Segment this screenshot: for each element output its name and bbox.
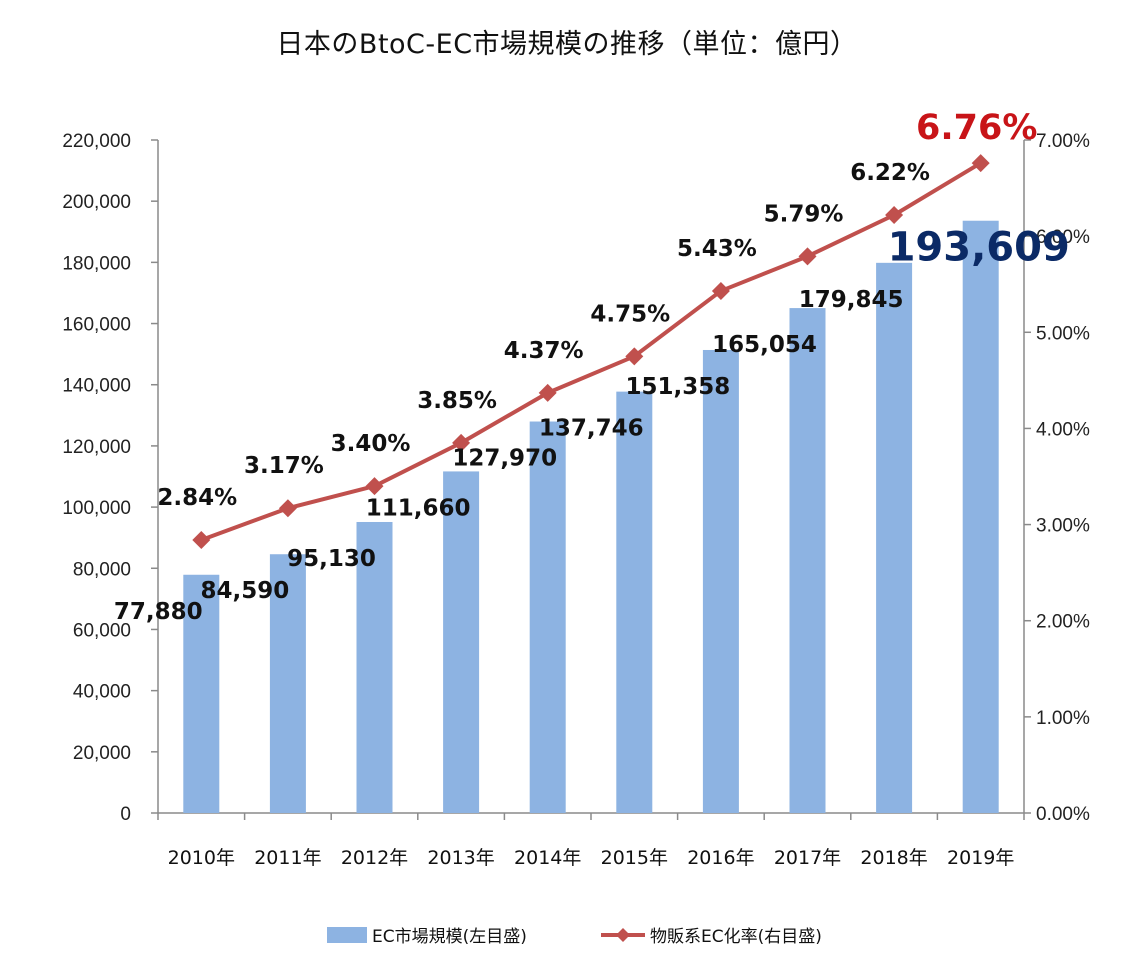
y-left-tick-label: 120,000 xyxy=(62,437,131,458)
line-point xyxy=(192,530,211,549)
y-left-tick-label: 80,000 xyxy=(73,559,131,580)
x-tick-label: 2018年 xyxy=(860,847,927,869)
x-tick-label: 2013年 xyxy=(427,847,494,869)
line-value-label: 4.37% xyxy=(504,338,584,364)
y-left-tick-label: 200,000 xyxy=(62,192,131,213)
bar xyxy=(529,421,566,813)
bar xyxy=(962,220,999,813)
bar-value-label: 165,054 xyxy=(712,332,817,358)
line-point xyxy=(625,347,644,366)
line-point xyxy=(971,154,990,173)
y-right-tick-label: 6.00% xyxy=(1036,227,1090,248)
line-point xyxy=(278,499,297,518)
line-point xyxy=(452,433,471,452)
line-path xyxy=(200,161,982,542)
y-right-tick-label: 5.00% xyxy=(1036,323,1090,344)
x-tick-label: 2019年 xyxy=(947,847,1014,869)
y-right-tick-label: 2.00% xyxy=(1036,612,1090,633)
x-tick-label: 2017年 xyxy=(774,847,841,869)
y-left-tick-label: 160,000 xyxy=(62,315,131,336)
bar-value-label: 111,660 xyxy=(366,495,471,521)
y-left-tick-label: 220,000 xyxy=(62,131,131,152)
bar xyxy=(702,349,739,813)
x-tick-label: 2011年 xyxy=(254,847,321,869)
legend-label-bar: EC市場規模(左目盛) xyxy=(372,927,527,947)
y-right-tick-label: 0.00% xyxy=(1036,804,1090,825)
y-left-tick-label: 140,000 xyxy=(62,376,131,397)
legend-label-line: 物販系EC化率(右目盛) xyxy=(650,927,822,947)
x-tick-label: 2016年 xyxy=(687,847,754,869)
chart-title: 日本のBtoC-EC市場規模の推移（単位：億円） xyxy=(276,29,858,60)
bar-series xyxy=(183,220,999,814)
line-value-label: 4.75% xyxy=(590,301,670,327)
line-value-label: 3.17% xyxy=(244,453,324,479)
bar-value-label: 193,609 xyxy=(888,225,1070,271)
y-left-tick-label: 20,000 xyxy=(73,743,131,764)
bar xyxy=(183,574,220,813)
bar xyxy=(876,262,913,814)
bar-value-label: 127,970 xyxy=(452,446,557,472)
bar xyxy=(269,554,306,813)
line-series xyxy=(192,154,990,549)
line-value-label: 6.22% xyxy=(850,160,930,186)
y-right-tick-label: 1.00% xyxy=(1036,708,1090,729)
bar-value-label: 151,358 xyxy=(626,374,731,400)
line-value-label: 3.85% xyxy=(417,388,497,414)
bar-value-label: 77,880 xyxy=(114,599,203,625)
y-left-tick-label: 100,000 xyxy=(62,498,131,519)
bar-value-label: 95,130 xyxy=(287,546,376,572)
line-value-label: 2.84% xyxy=(157,485,237,511)
line-value-label: 5.43% xyxy=(677,236,757,262)
bar xyxy=(616,391,653,813)
line-point xyxy=(798,247,817,266)
y-left-tick-label: 40,000 xyxy=(73,682,131,703)
bar xyxy=(789,308,826,813)
x-tick-label: 2010年 xyxy=(168,847,235,869)
legend-swatch-marker xyxy=(616,928,630,942)
bar xyxy=(356,521,393,813)
y-left-tick-label: 60,000 xyxy=(73,620,131,641)
line-point xyxy=(711,281,730,300)
x-tick-label: 2014年 xyxy=(514,847,581,869)
line-point xyxy=(538,383,557,402)
line-point xyxy=(365,477,384,496)
line-value-label: 3.40% xyxy=(331,431,411,457)
y-right-tick-label: 7.00% xyxy=(1036,131,1090,152)
bar-value-label: 179,845 xyxy=(799,287,904,313)
legend-swatch-bar xyxy=(327,927,367,943)
line-value-label: 5.79% xyxy=(764,201,844,227)
line-point xyxy=(885,205,904,224)
y-left-tick-label: 180,000 xyxy=(62,253,131,274)
bar-value-label: 137,746 xyxy=(539,416,644,442)
legend: EC市場規模(左目盛) 物販系EC化率(右目盛) xyxy=(327,927,822,947)
y-right-tick-label: 4.00% xyxy=(1036,419,1090,440)
line-value-label: 6.76% xyxy=(916,108,1037,148)
bar-value-label: 84,590 xyxy=(201,578,290,604)
y-left-tick-label: 0 xyxy=(120,804,131,825)
x-tick-label: 2012年 xyxy=(341,847,408,869)
y-right-tick-label: 3.00% xyxy=(1036,516,1090,537)
bar xyxy=(443,471,480,813)
x-tick-label: 2015年 xyxy=(601,847,668,869)
